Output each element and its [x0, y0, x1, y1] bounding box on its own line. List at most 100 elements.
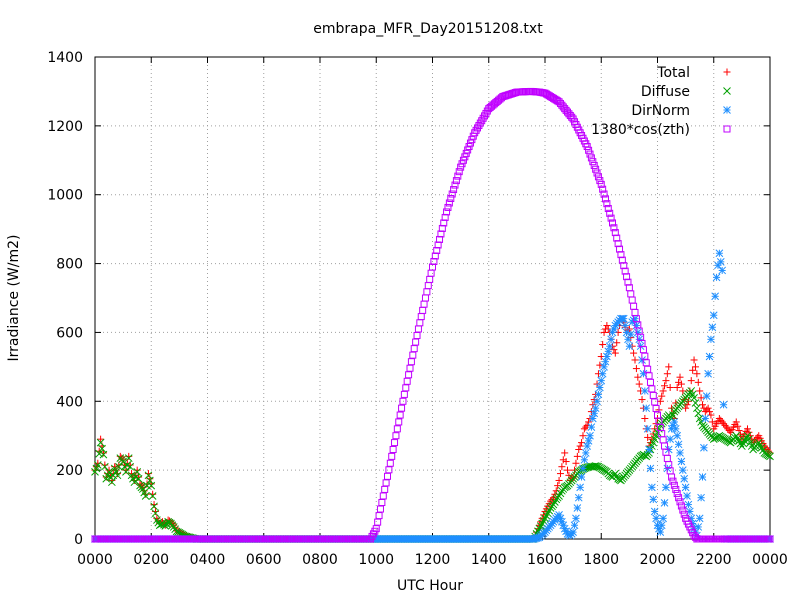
data-point	[662, 483, 670, 492]
data-point	[698, 473, 707, 481]
data-point	[626, 330, 635, 339]
data-point	[621, 321, 630, 330]
data-point	[150, 501, 158, 509]
x-tick-label: 1200	[415, 552, 451, 568]
data-point	[635, 380, 643, 388]
data-point	[384, 472, 391, 480]
y-tick-label: 200	[56, 463, 83, 479]
data-point	[702, 392, 711, 400]
data-point	[589, 158, 597, 166]
data-point	[697, 394, 705, 402]
data-point	[695, 514, 704, 523]
data-point	[649, 495, 658, 504]
data-point	[712, 273, 721, 282]
data-point	[147, 481, 156, 490]
data-point	[573, 504, 582, 512]
data-point	[99, 450, 108, 459]
data-point	[375, 512, 383, 520]
data-point	[374, 518, 382, 526]
data-point	[575, 445, 583, 453]
data-point	[601, 195, 609, 203]
data-point	[584, 437, 593, 445]
data-point	[576, 483, 585, 492]
data-point	[681, 483, 690, 492]
x-tick-label: 2000	[640, 552, 676, 568]
x-tick-label: 0400	[190, 552, 226, 568]
data-point	[410, 345, 418, 353]
data-point	[704, 369, 712, 378]
data-point	[680, 474, 689, 483]
data-point	[134, 474, 143, 483]
data-point	[677, 502, 685, 510]
data-point	[641, 415, 649, 422]
data-point	[576, 442, 584, 450]
data-point	[579, 432, 587, 440]
data-point	[648, 483, 656, 492]
data-point	[640, 387, 649, 395]
legend: Total Diffuse DirNorm 1380*cos(zth)	[591, 65, 731, 138]
data-point	[593, 397, 601, 406]
data-point	[100, 462, 109, 471]
data-point	[149, 490, 157, 498]
data-point	[151, 509, 160, 518]
data-point	[644, 433, 652, 441]
data-point	[639, 346, 647, 354]
data-point	[658, 392, 666, 400]
data-point	[407, 358, 415, 366]
data-point	[630, 302, 638, 310]
data-point	[572, 514, 580, 523]
data-point	[586, 431, 594, 440]
data-point	[93, 461, 102, 469]
data-point	[663, 370, 671, 378]
data-point	[580, 455, 589, 464]
data-point	[619, 314, 628, 323]
y-tick-label: 800	[56, 257, 83, 273]
data-point	[663, 454, 671, 462]
data-point	[683, 492, 691, 500]
x-tick-label: 1800	[583, 552, 619, 568]
legend-marker	[723, 87, 731, 95]
data-point	[444, 203, 452, 211]
data-point	[108, 478, 116, 487]
data-point	[604, 347, 613, 356]
data-point	[673, 384, 681, 392]
data-point	[605, 342, 614, 351]
data-point	[391, 439, 399, 447]
data-point	[594, 390, 603, 399]
data-point	[597, 180, 605, 188]
data-point	[641, 352, 649, 360]
data-point	[597, 376, 606, 385]
data-point	[690, 356, 698, 364]
data-point	[592, 165, 600, 173]
data-point	[704, 404, 712, 412]
data-point	[105, 466, 113, 474]
data-point	[645, 372, 653, 380]
x-tick-label: 0600	[246, 552, 282, 568]
data-point	[600, 190, 608, 198]
data-point	[398, 404, 406, 412]
data-point	[596, 177, 604, 185]
data-point	[588, 414, 597, 423]
data-point	[594, 173, 602, 181]
legend-label: 1380*cos(zth)	[591, 122, 690, 138]
data-point	[642, 359, 650, 367]
data-point	[451, 181, 459, 189]
data-point	[427, 269, 435, 277]
data-point	[455, 168, 463, 176]
data-point	[662, 377, 670, 385]
data-point	[379, 492, 387, 500]
data-point	[600, 363, 608, 371]
data-point	[450, 186, 458, 194]
data-point	[631, 314, 639, 323]
data-point	[591, 462, 600, 470]
data-point	[590, 161, 598, 169]
data-point	[417, 313, 425, 321]
data-point	[643, 424, 652, 433]
x-tick-label: 0000	[77, 552, 113, 568]
data-point	[148, 492, 157, 500]
data-point	[448, 190, 456, 198]
data-point	[625, 342, 634, 351]
data-point	[144, 471, 153, 480]
data-point	[569, 528, 577, 536]
